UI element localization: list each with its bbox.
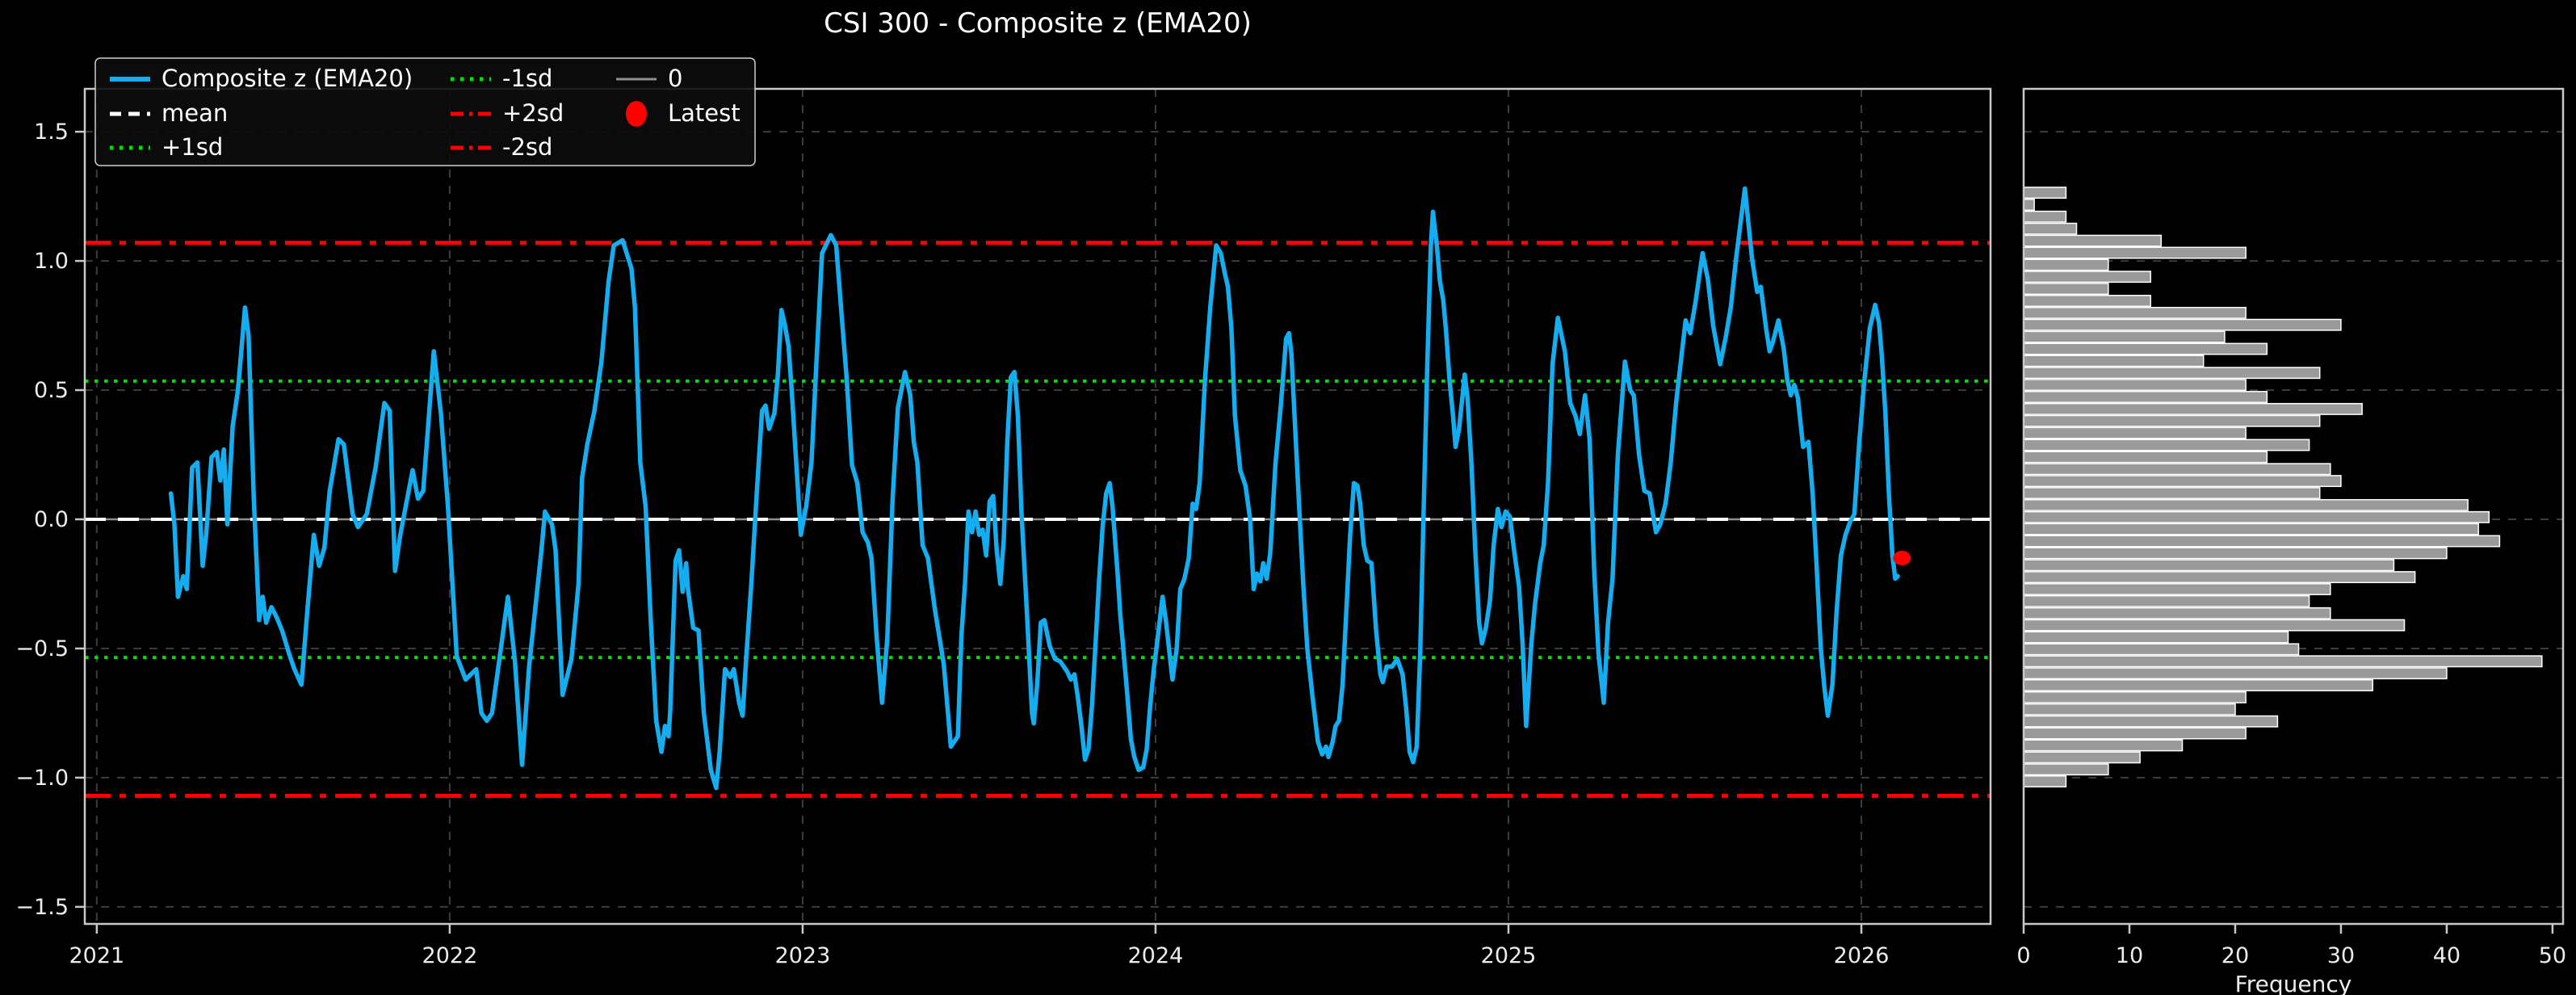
hist-bar <box>2023 751 2141 764</box>
legend-label: -1sd <box>502 65 552 92</box>
legend-label: -2sd <box>502 133 552 161</box>
hist-bar <box>2023 199 2035 211</box>
tick-label: 50 <box>2539 943 2566 968</box>
hist-bar <box>2023 451 2268 464</box>
hist-bar <box>2023 187 2067 199</box>
tick-label: −1.0 <box>15 766 69 791</box>
hist-bar <box>2023 510 2490 523</box>
hist-bar <box>2023 498 2469 511</box>
hist-bar <box>2023 643 2300 656</box>
tick-label: 30 <box>2327 943 2355 968</box>
legend-label: Latest <box>668 99 740 127</box>
hist-bar <box>2023 295 2151 307</box>
hist-bar <box>2023 619 2406 632</box>
hist-bar <box>2023 535 2501 548</box>
hist-bar <box>2023 355 2205 367</box>
hist-bar <box>2023 667 2448 680</box>
tick-label: 0 <box>2016 943 2030 968</box>
tick-label: 2026 <box>1834 943 1890 968</box>
tick-label: 2023 <box>775 943 831 968</box>
hist-bar <box>2023 594 2310 607</box>
legend-label: 0 <box>668 65 682 92</box>
composite-z-line <box>168 186 1900 791</box>
legend-label: +1sd <box>162 133 223 161</box>
tick-label: 20 <box>2221 943 2249 968</box>
hist-bar <box>2023 607 2331 619</box>
tick-label: 0.5 <box>34 378 69 403</box>
chart-title: CSI 300 - Composite z (EMA20) <box>824 7 1252 40</box>
hist-bar <box>2023 414 2321 427</box>
hist-bar <box>2023 631 2289 644</box>
hist-bar <box>2023 439 2310 451</box>
hist-bar <box>2023 715 2279 728</box>
gridlines <box>85 89 2563 924</box>
hist-bar <box>2023 475 2342 488</box>
hist-bar <box>2023 402 2363 415</box>
tick-label: 2025 <box>1481 943 1537 968</box>
tick-label: 40 <box>2433 943 2461 968</box>
hist-axes-spines <box>2022 87 2565 926</box>
hist-bar <box>2023 763 2109 776</box>
tick-label: 1.5 <box>34 120 69 145</box>
hist-bar <box>2023 318 2342 331</box>
hist-bar <box>2023 655 2543 668</box>
hist-bar <box>2023 234 2163 247</box>
hist-xlabel: Frequency <box>2235 971 2352 995</box>
hist-bar <box>2023 523 2479 535</box>
hist-bar <box>2023 426 2247 439</box>
latest-dot <box>1893 550 1911 565</box>
hist-bar <box>2023 571 2416 584</box>
hist-bar <box>2023 739 2184 752</box>
hist-bar <box>2023 306 2247 319</box>
tick-labels: 2021 2022 2023 2024 2025 2026 1.5 1.0 0.5 0.0 −0.5… <box>15 120 2566 968</box>
hist-bar <box>2023 283 2109 296</box>
hist-bar <box>2023 271 2151 283</box>
hist-bar <box>2023 679 2373 691</box>
legend-label: Composite z (EMA20) <box>162 65 413 92</box>
hist-bar <box>2023 583 2331 595</box>
tick-label: 0.0 <box>34 507 69 532</box>
hist-bar <box>2023 367 2321 380</box>
hist-bar <box>2023 703 2236 716</box>
hist-bar <box>2023 342 2268 355</box>
tick-label: 2022 <box>422 943 478 968</box>
hist-bar <box>2023 547 2448 560</box>
legend-box <box>94 57 756 166</box>
tick-label: 10 <box>2116 943 2143 968</box>
tick-label: 2021 <box>69 943 124 968</box>
tick-label: −1.5 <box>15 895 69 920</box>
hist-bar <box>2023 330 2226 343</box>
hist-bar <box>2023 391 2268 403</box>
tick-label: −0.5 <box>15 636 69 661</box>
hist-bar <box>2023 379 2247 392</box>
hist-bar <box>2023 463 2331 476</box>
legend-label: +2sd <box>502 99 564 127</box>
hist-bar <box>2023 210 2067 223</box>
hist-bar <box>2023 691 2247 703</box>
hist-bar <box>2023 727 2247 740</box>
legend-label: mean <box>162 99 228 127</box>
hist-bar <box>2023 487 2321 499</box>
tick-label: 1.0 <box>34 249 69 274</box>
tick-label: 2024 <box>1128 943 1184 968</box>
main-axes-spines <box>83 87 1992 926</box>
hist-bar <box>2023 222 2078 235</box>
hist-bar <box>2023 775 2067 787</box>
hist-bar <box>2023 258 2109 271</box>
hist-bar <box>2023 246 2247 259</box>
hist-bar <box>2023 559 2395 572</box>
legend: Composite z (EMA20) mean +1sd -1sd +2sd -2sd 0… <box>94 57 756 166</box>
legend-marker-latest <box>626 101 647 127</box>
